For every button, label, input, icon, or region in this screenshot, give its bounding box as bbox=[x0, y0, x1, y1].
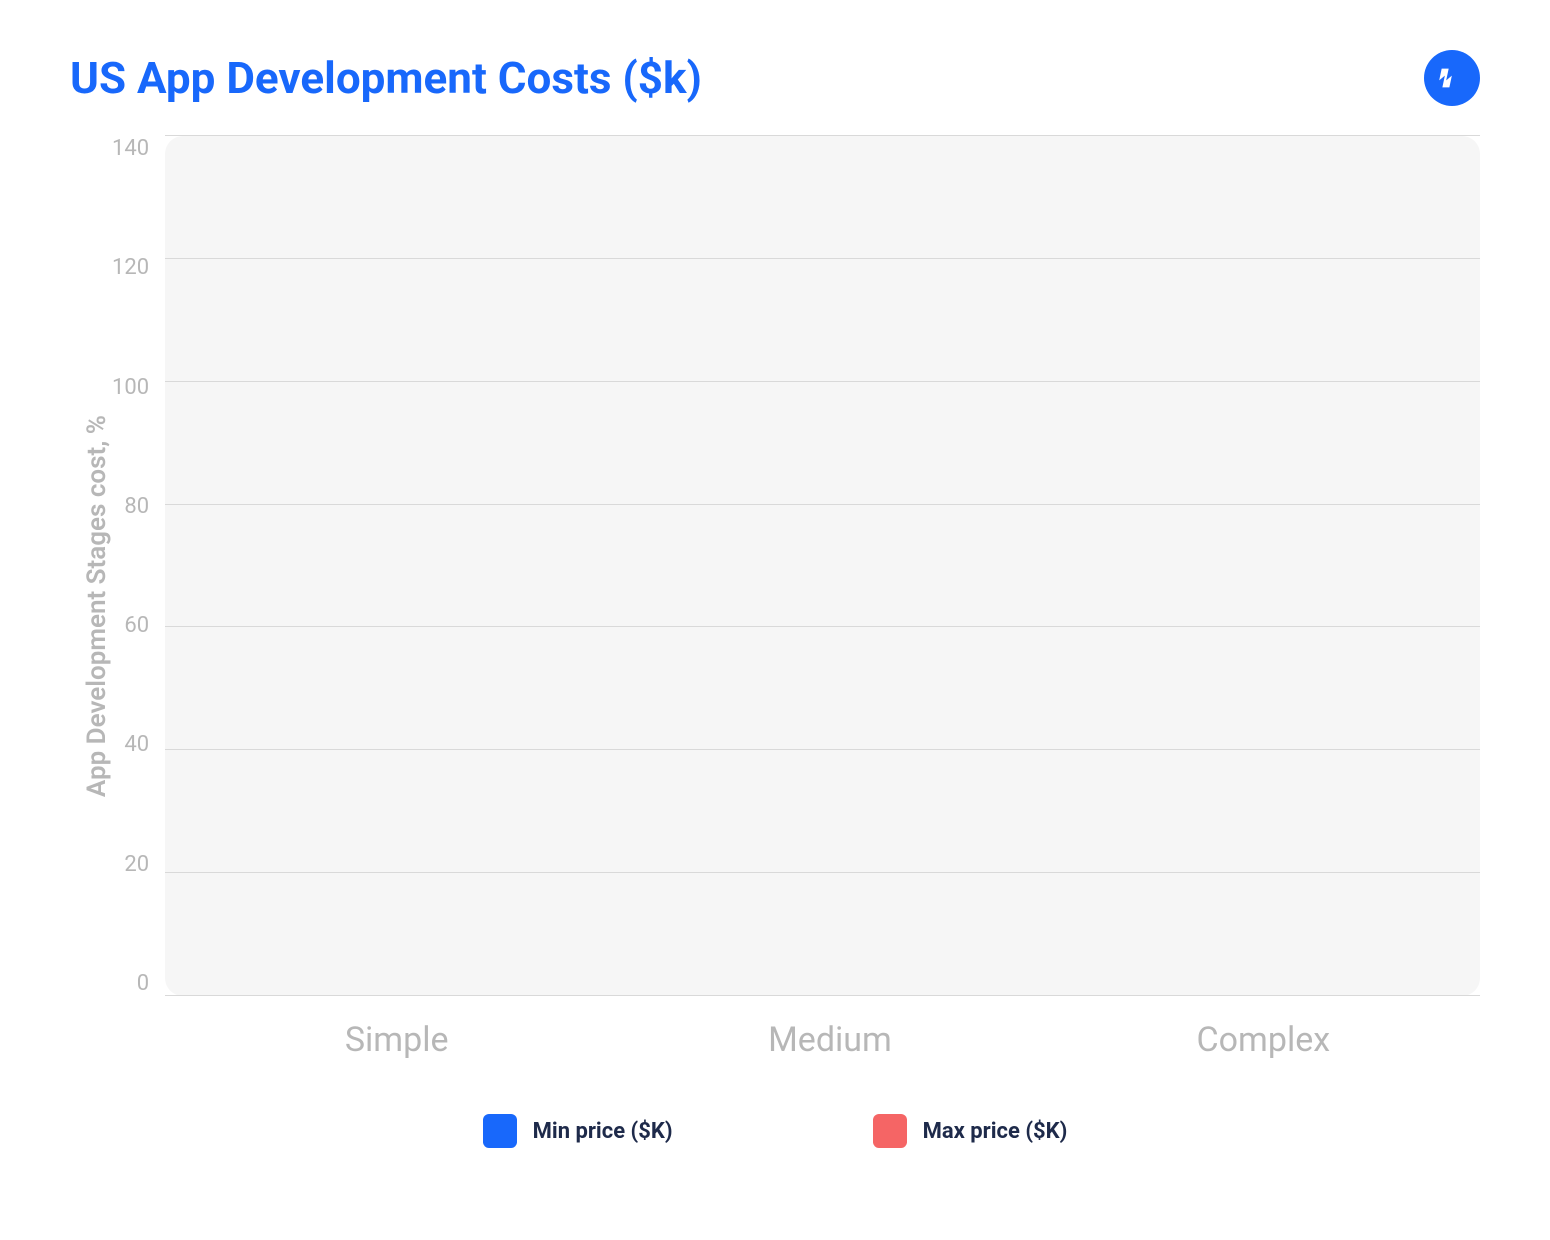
chart-body: App Development Stages cost, % 140 120 100… bbox=[70, 136, 1480, 996]
y-tick-label: 0 bbox=[137, 971, 149, 996]
y-tick-label: 80 bbox=[124, 494, 149, 519]
legend-label: Max price ($K) bbox=[923, 1119, 1068, 1144]
y-tick-label: 140 bbox=[112, 136, 149, 161]
plot-area bbox=[165, 136, 1480, 996]
y-tick-label: 60 bbox=[124, 613, 149, 638]
x-tick-label: Simple bbox=[180, 1020, 613, 1060]
y-tick-label: 20 bbox=[124, 852, 149, 877]
legend-swatch bbox=[873, 1114, 907, 1148]
y-axis-ticks: 140 120 100 80 60 40 20 0 bbox=[112, 136, 165, 996]
legend-item: Min price ($K) bbox=[483, 1114, 673, 1148]
legend-label: Min price ($K) bbox=[533, 1119, 673, 1144]
chart-legend: Min price ($K) Max price ($K) bbox=[70, 1114, 1480, 1148]
y-tick-label: 100 bbox=[112, 375, 149, 400]
y-tick-label: 120 bbox=[112, 255, 149, 280]
x-tick-label: Medium bbox=[613, 1020, 1046, 1060]
x-tick-label: Complex bbox=[1047, 1020, 1480, 1060]
y-tick-label: 40 bbox=[124, 732, 149, 757]
legend-swatch bbox=[483, 1114, 517, 1148]
chart-title: US App Development Costs ($k) bbox=[70, 52, 702, 104]
chart-header: US App Development Costs ($k) bbox=[70, 50, 1480, 106]
legend-item: Max price ($K) bbox=[873, 1114, 1068, 1148]
brand-logo-icon bbox=[1424, 50, 1480, 106]
bars-layer bbox=[165, 136, 1480, 996]
y-axis-label: App Development Stages cost, % bbox=[70, 335, 112, 797]
x-axis-labels: SimpleMediumComplex bbox=[180, 1020, 1480, 1060]
